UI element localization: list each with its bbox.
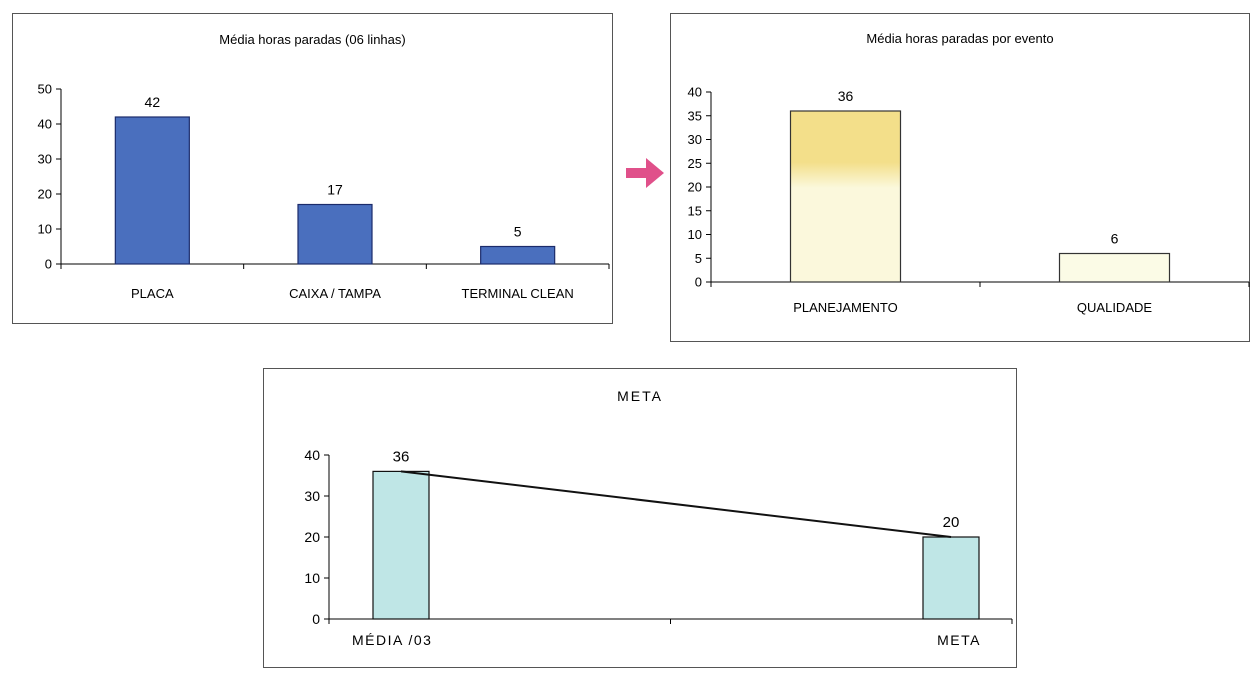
y-tick-label: 20: [38, 187, 52, 202]
chart-title: Média horas paradas (06 linhas): [219, 32, 406, 47]
y-tick-label: 0: [312, 611, 320, 627]
chart-title: META: [617, 388, 663, 404]
y-tick-label: 20: [304, 529, 320, 545]
y-tick-label: 5: [695, 251, 702, 266]
y-tick-label: 40: [304, 447, 320, 463]
category-label: META: [937, 632, 981, 648]
chart-panel-media-horas-paradas: Média horas paradas (06 linhas) 0 10 20 30 4…: [12, 13, 613, 324]
bar-placa: [114, 116, 190, 265]
category-label: PLANEJAMENTO: [793, 300, 898, 315]
data-label: 36: [393, 448, 410, 465]
data-label: 17: [327, 182, 343, 198]
bar-qualidade: [1058, 252, 1171, 283]
y-tick-label: 40: [688, 85, 702, 100]
right-arrow-icon: [626, 156, 666, 195]
bar-caixa-tampa: [297, 203, 373, 265]
bar-chart-linhas: 0 10 20 30 40 50 42 PLACA 17 CAIXA / TAMPA 5 TERMIN…: [38, 82, 610, 301]
y-tick-label: 35: [688, 108, 702, 123]
data-label: 5: [514, 224, 522, 240]
y-tick-label: 20: [688, 180, 702, 195]
category-label: CAIXA / TAMPA: [289, 286, 381, 301]
y-tick-label: 40: [38, 117, 52, 132]
y-tick-label: 30: [304, 488, 320, 504]
bar-terminal-clean: [480, 245, 556, 265]
y-tick-label: 10: [38, 222, 52, 237]
chart-panel-meta: META 0 10 20 30 40 36 MÉDIA /03 20 META: [263, 368, 1017, 668]
y-tick-label: 0: [45, 257, 52, 272]
data-label: 6: [1111, 231, 1119, 247]
y-tick-label: 10: [688, 227, 702, 242]
bar-chart-meta: 0 10 20 30 40 36 MÉDIA /03 20 META: [304, 447, 1013, 648]
bar-m-dia-03: [372, 470, 430, 620]
category-label: TERMINAL CLEAN: [462, 286, 574, 301]
y-tick-label: 30: [38, 152, 52, 167]
data-label: 42: [145, 94, 161, 110]
trend-line: [400, 470, 952, 538]
y-tick-label: 30: [688, 132, 702, 147]
chart-panel-por-evento: Média horas paradas por evento 0 5 10 15 20 2…: [670, 13, 1250, 342]
data-label: 36: [838, 88, 854, 104]
y-tick-label: 50: [38, 82, 52, 97]
y-tick-label: 15: [688, 203, 702, 218]
y-tick-label: 10: [304, 570, 320, 586]
category-label: PLACA: [131, 286, 174, 301]
y-tick-label: 25: [688, 156, 702, 171]
category-label: QUALIDADE: [1077, 300, 1152, 315]
category-label: MÉDIA /03: [352, 632, 432, 648]
data-label: 20: [943, 514, 960, 531]
bar-planejamento: [789, 110, 902, 283]
chart-title: Média horas paradas por evento: [866, 31, 1054, 46]
y-tick-label: 0: [695, 275, 702, 290]
bar-chart-evento: 0 5 10 15 20 25 30 35 40 36 PLANEJAMENTO 6 QUALIDADE: [688, 85, 1250, 315]
bar-meta: [922, 536, 980, 620]
